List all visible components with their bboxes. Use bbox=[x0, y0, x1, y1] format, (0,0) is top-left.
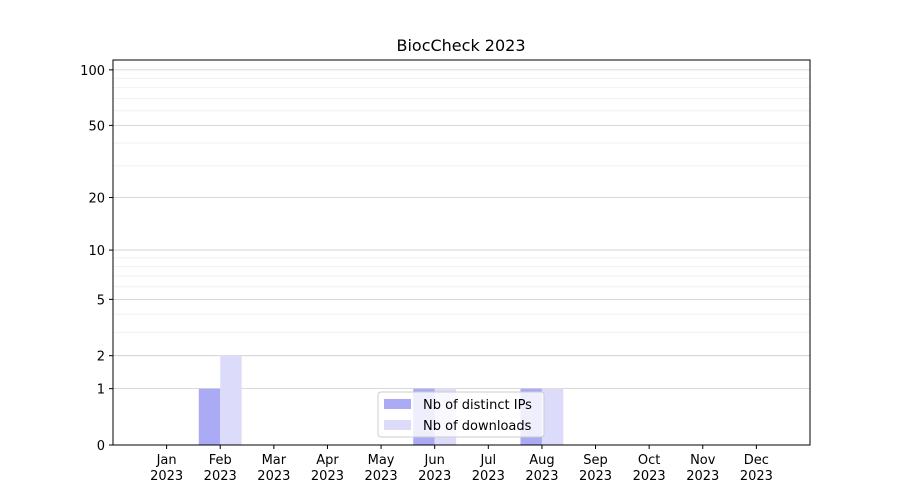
y-tick-label: 1 bbox=[97, 383, 105, 398]
x-tick-label: May 2023 bbox=[364, 453, 398, 484]
x-tick-label: Sep 2023 bbox=[578, 453, 613, 484]
legend-swatch bbox=[384, 399, 411, 409]
x-tick-label: Jan 2023 bbox=[150, 453, 184, 484]
legend-swatch bbox=[384, 420, 411, 430]
legend: Nb of distinct IPs Nb of downloads bbox=[377, 391, 545, 438]
x-tick-label: Apr 2023 bbox=[310, 453, 344, 484]
chart-title: BiocCheck 2023 bbox=[396, 36, 525, 55]
plot-frame bbox=[112, 59, 811, 446]
x-tick-label: Jun 2023 bbox=[418, 453, 452, 484]
x-tick-label: Mar 2023 bbox=[257, 453, 291, 484]
legend-box bbox=[377, 391, 545, 438]
x-tick-label: Nov 2023 bbox=[686, 453, 720, 484]
y-tick-label: 100 bbox=[80, 64, 105, 79]
x-tick-label: Aug 2023 bbox=[525, 453, 559, 484]
x-tick-label: Jul 2023 bbox=[471, 453, 505, 484]
bar bbox=[541, 388, 564, 445]
y-tick-label: 2 bbox=[97, 350, 105, 365]
x-tick-label: Feb 2023 bbox=[203, 453, 237, 484]
y-tick-label: 5 bbox=[97, 293, 105, 308]
y-tick-label: 10 bbox=[88, 244, 105, 259]
bar bbox=[198, 388, 221, 445]
y-tick-label: 50 bbox=[88, 119, 105, 134]
x-tick-label: Oct 2023 bbox=[632, 453, 666, 484]
legend-label: Nb of distinct IPs bbox=[423, 398, 532, 413]
legend-label: Nb of downloads bbox=[423, 419, 532, 434]
x-tick-label: Dec 2023 bbox=[739, 453, 773, 484]
y-tick-label: 20 bbox=[88, 192, 105, 207]
y-tick-label: 0 bbox=[97, 439, 105, 454]
bar bbox=[220, 355, 242, 445]
